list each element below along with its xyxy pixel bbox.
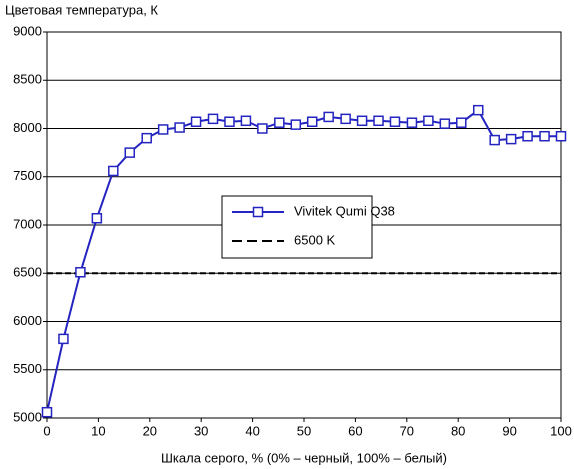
data-point [356,115,368,127]
x-axis-title: Шкала серого, % (0% – черный, 100% – бел… [161,450,447,465]
data-point [41,406,53,418]
data-point [240,115,252,127]
data-point [539,130,550,142]
y-tick-label: 7500 [13,168,42,183]
data-point [456,117,467,128]
y-tick-label: 9000 [13,23,42,38]
data-point [141,132,152,144]
y-tick-label: 5000 [13,409,42,424]
data-point [389,116,401,127]
y-tick-label: 6500 [13,265,42,280]
data-point [505,133,517,145]
plot-frame [46,31,562,419]
data-point [108,165,119,177]
legend-label: Vivitek Qumi Q38 [294,203,395,218]
legend-label: 6500 K [294,232,336,247]
data-point [489,134,500,146]
x-tick-label: 20 [143,423,157,438]
x-tick-label: 80 [451,423,465,438]
data-point [257,123,268,134]
y-tick-label: 8000 [13,120,42,135]
x-tick-label: 30 [194,423,208,438]
data-point [406,117,418,128]
legend-marker [252,206,264,218]
y-tick-label: 5500 [13,361,42,376]
data-point [58,333,69,345]
y-tick-label: 8500 [13,72,42,87]
data-point [75,267,86,278]
data-point [157,124,169,135]
x-tick-label: 50 [297,423,311,438]
data-point [439,118,451,129]
data-point [323,111,334,123]
x-tick-label: 100 [550,423,572,438]
x-tick-label: 40 [245,423,259,438]
legend-box [221,195,373,259]
series-line [46,108,561,413]
data-point [555,130,567,142]
x-tick-label: 10 [91,423,105,438]
y-axis-title: Цветовая температура, К [5,2,158,17]
data-point [207,113,219,125]
data-point [124,147,136,158]
data-point [190,116,202,127]
data-point [306,116,318,127]
data-point [290,119,302,130]
x-tick-label: 90 [502,423,516,438]
data-point [423,115,434,127]
data-point [174,122,185,133]
data-point [373,115,384,127]
x-tick-label: 70 [400,423,414,438]
data-point [472,104,484,116]
data-point [274,117,285,128]
data-point [340,113,351,125]
data-point [224,116,235,127]
y-tick-label: 7000 [13,216,42,231]
data-point [522,130,533,142]
x-tick-label: 0 [43,423,50,438]
y-tick-label: 6000 [13,313,42,328]
x-tick-label: 60 [348,423,362,438]
data-point [91,212,103,224]
